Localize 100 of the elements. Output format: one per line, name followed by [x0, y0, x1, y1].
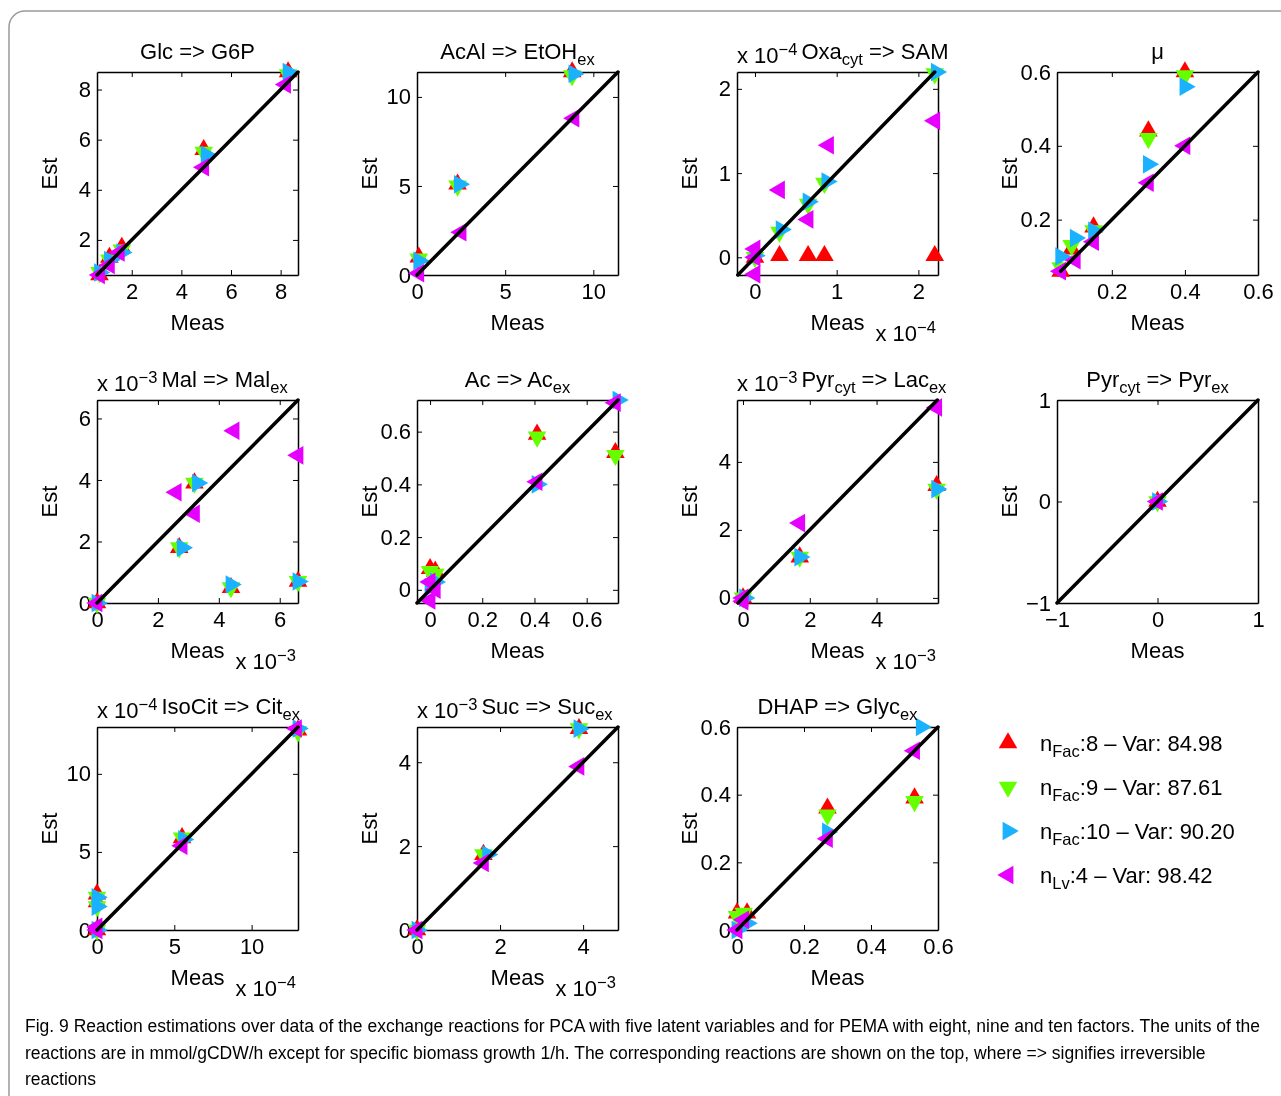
y-tick-label: 1 — [1038, 387, 1051, 413]
y-axis-title: Est — [677, 157, 702, 190]
y-tick-label: 10 — [386, 84, 411, 110]
y-axis-title: Est — [357, 812, 382, 845]
y-tick-label: 0.2 — [700, 849, 731, 875]
y-axis-title: Est — [37, 157, 62, 190]
x-tick-label: 0 — [424, 606, 437, 632]
x-tick-label: 2 — [126, 278, 139, 304]
y-tick-label: 2 — [398, 833, 411, 859]
x-tick-label: 2 — [804, 606, 817, 632]
x-axis-title: Meas — [810, 965, 865, 990]
y-tick-label: 0 — [398, 262, 411, 288]
chart-title: Pyr$_{cyt}$ => Pyr$_{ex}$ — [1086, 367, 1230, 396]
x-tick-label: 4 — [213, 606, 226, 632]
chart-title: Suc => Suc$_{ex}$ — [481, 694, 614, 723]
y-tick-label: 0 — [718, 244, 731, 270]
y-tick-label: 8 — [78, 77, 91, 103]
chart-title: Pyr$_{cyt}$ => Lac$_{ex}$ — [801, 367, 948, 396]
y-axis-title: Est — [997, 157, 1022, 190]
legend-label: n$_{Lv}$:4 – Var: 98.42 — [1040, 863, 1213, 892]
x-tick-label: 6 — [274, 606, 287, 632]
y-tick-label: 2 — [718, 76, 731, 102]
chart-title: Ac => Ac$_{ex}$ — [464, 367, 571, 396]
y-tick-label: 0 — [1038, 489, 1051, 515]
x-axis-title: Meas — [1130, 310, 1185, 335]
text: x 10$^{−3}$ — [417, 695, 478, 723]
y-tick-label: 4 — [78, 177, 91, 203]
legend-label: n$_{Fac}$:9 – Var: 87.61 — [1040, 775, 1223, 804]
x-tick-label: 0.6 — [923, 933, 954, 959]
chart-title: μ — [1151, 39, 1164, 64]
x-tick-label: 5 — [168, 933, 181, 959]
x-tick-label: 1 — [1252, 606, 1265, 632]
y-tick-label: 4 — [78, 467, 91, 493]
y-tick-label: 6 — [78, 405, 91, 431]
x-axis-title: Meas — [490, 965, 545, 990]
x-tick-label: 4 — [870, 606, 884, 632]
x-tick-label: 10 — [239, 933, 265, 959]
text: x 10$^{−4}$ — [875, 318, 936, 346]
x-tick-label: 5 — [499, 278, 512, 304]
x-tick-label: 8 — [275, 278, 288, 304]
x-tick-label: 0.6 — [1243, 278, 1274, 304]
y-tick-label: 0.2 — [380, 524, 411, 550]
legend-label: n$_{Fac}$:8 – Var: 84.98 — [1040, 731, 1223, 760]
y-axis-title: Est — [37, 812, 62, 845]
chart-title: Oxa$_{cyt}$ => SAM — [801, 39, 949, 68]
chart-title: DHAP => Glyc$_{ex}$ — [757, 694, 919, 723]
x-tick-label: 0 — [1151, 606, 1165, 632]
text: x 10$^{−4}$ — [97, 695, 158, 723]
y-tick-label: 6 — [78, 127, 91, 153]
text: x 10$^{−3}$ — [235, 646, 296, 674]
x-tick-label: 0 — [737, 606, 750, 632]
text: x 10$^{−3}$ — [97, 368, 158, 396]
x-tick-label: 6 — [225, 278, 238, 304]
chart-title: Mal => Mal$_{ex}$ — [161, 367, 289, 396]
x-axis-title: Meas — [1130, 638, 1185, 663]
text: x 10$^{−4}$ — [737, 40, 798, 68]
y-axis-title: Est — [677, 812, 702, 845]
x-tick-label: 0 — [749, 278, 762, 304]
y-tick-label: 2 — [78, 529, 91, 555]
y-tick-label: 0.6 — [700, 714, 731, 740]
y-tick-label: 0.2 — [1020, 207, 1051, 233]
y-axis-title: Est — [357, 485, 382, 518]
x-tick-label: 2 — [152, 606, 165, 632]
x-axis-title: Meas — [490, 638, 545, 663]
y-tick-label: 4 — [398, 749, 411, 775]
x-tick-label: 2 — [494, 933, 507, 959]
y-tick-label: 0 — [398, 577, 411, 603]
text: x 10$^{−3}$ — [875, 646, 936, 674]
chart-title: Glc => G6P — [140, 39, 255, 64]
y-axis-title: Est — [677, 485, 702, 518]
x-tick-label: 4 — [577, 933, 590, 959]
y-tick-label: 2 — [718, 517, 731, 543]
y-tick-label: 0.6 — [1020, 59, 1051, 85]
x-tick-label: 0.4 — [856, 933, 887, 959]
x-tick-label: 10 — [581, 278, 607, 304]
x-tick-label: 0.4 — [519, 606, 551, 632]
x-axis-title: Meas — [170, 965, 225, 990]
x-axis-title: Meas — [170, 310, 225, 335]
x-tick-label: 0.2 — [1097, 278, 1128, 304]
y-tick-label: 10 — [66, 761, 91, 787]
y-tick-label: 0 — [718, 585, 731, 611]
x-tick-label: 0.6 — [571, 606, 603, 632]
text: x 10$^{−4}$ — [235, 973, 296, 1001]
y-tick-label: 5 — [398, 173, 411, 199]
text: x 10$^{−3}$ — [555, 973, 616, 1001]
y-tick-label: 1 — [718, 160, 731, 186]
text: x 10$^{−3}$ — [737, 368, 798, 396]
y-tick-label: 0.4 — [700, 782, 731, 808]
chart-title: AcAl => EtOH$_{ex}$ — [440, 39, 596, 68]
x-axis-title: Meas — [810, 638, 865, 663]
x-tick-label: 0.4 — [1170, 278, 1201, 304]
legend-label: n$_{Fac}$:10 – Var: 90.20 — [1040, 819, 1235, 848]
y-tick-label: 5 — [78, 839, 91, 865]
x-axis-title: Meas — [170, 638, 225, 663]
y-axis-title: Est — [37, 485, 62, 518]
x-tick-label: 0.2 — [789, 933, 820, 959]
y-axis-title: Est — [997, 485, 1022, 518]
y-tick-label: 0.6 — [380, 419, 411, 445]
caption: Fig. 9 Reaction estimations over data of the exchange reactions for PCA with five latent variables and for PEMA with eight, nine and ten factors. The units of the reactions are in mmol/gCDW/h except for specific biomass growth 1/h. The corresponding reactions are shown on the top, where => signifies irreversible reactions — [25, 1016, 1261, 1089]
chart-title: IsoCit => Cit$_{ex}$ — [161, 694, 301, 723]
